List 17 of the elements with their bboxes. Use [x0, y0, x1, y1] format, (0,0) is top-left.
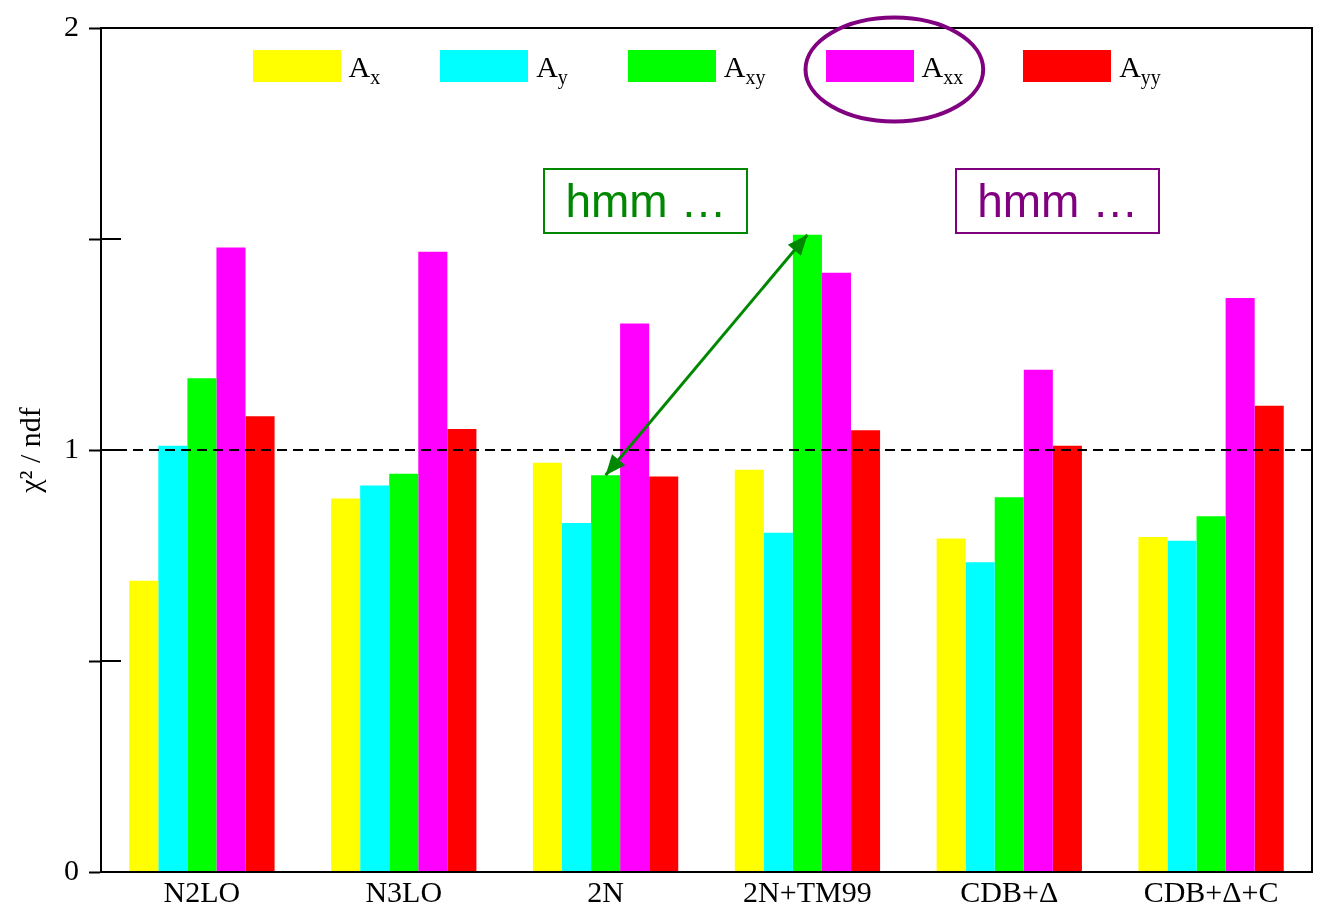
x-tick-label: 2N [587, 874, 624, 908]
y-tick-label: 2 [64, 8, 79, 42]
x-tick-label: 2N+TM99 [743, 874, 872, 908]
x-tick-label: N2LO [163, 874, 241, 908]
x-tick-label: CDB+Δ+C [1143, 874, 1279, 908]
legend-label: A$_{xy}$ [723, 50, 766, 89]
annotation: hmm … [543, 168, 749, 234]
legend-label: A$_{yy}$ [1119, 50, 1161, 89]
y-tick-label: 1 [64, 430, 79, 464]
x-tick-label: CDB+Δ [960, 874, 1059, 908]
y-tick-label: 0 [64, 852, 79, 886]
y-axis-title: χ² / ndf [12, 407, 46, 494]
legend-label: A$_{xx}$ [921, 50, 964, 89]
annotation: hmm … [955, 168, 1161, 234]
legend-label: A$_{x}$ [348, 50, 381, 89]
x-tick-label: N3LO [365, 874, 443, 908]
legend-label: A$_{y}$ [536, 50, 568, 89]
